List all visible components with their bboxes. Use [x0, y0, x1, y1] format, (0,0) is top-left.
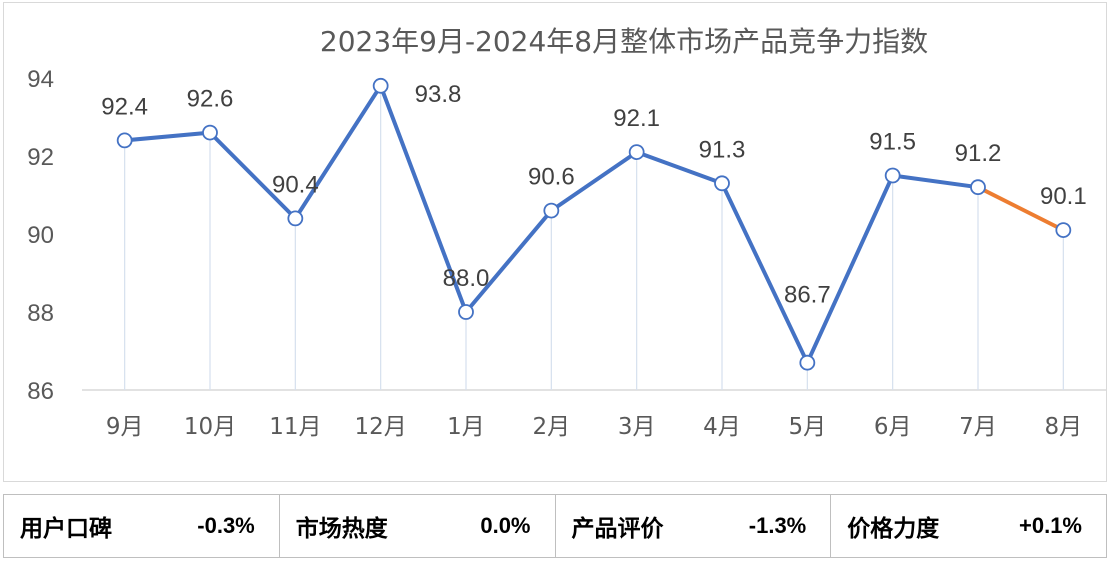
data-point [116, 132, 133, 149]
metric-label: 用户口碑 [20, 516, 112, 542]
metric-product-rating: 产品评价 -1.3% [556, 495, 832, 557]
y-tick-label: 94 [27, 66, 54, 93]
x-tick-label: 5月 [789, 414, 827, 440]
metric-label: 市场热度 [295, 516, 388, 542]
x-tick-label: 1月 [447, 414, 485, 440]
x-tick-label: 7月 [959, 414, 997, 440]
chart-frame: 2023年9月-2024年8月整体市场产品竞争力指数 86 88 90 92 94 92.4… [3, 2, 1107, 482]
data-label: 92.4 [101, 93, 148, 120]
data-point [543, 202, 560, 219]
data-label: 91.2 [955, 140, 1002, 167]
x-tick-label: 8月 [1045, 414, 1083, 440]
x-tick-label: 11月 [269, 414, 321, 440]
chart-title: 2023年9月-2024年8月整体市场产品竞争力指数 [320, 25, 928, 58]
data-label: 91.3 [699, 136, 746, 163]
y-tick-label: 88 [27, 300, 54, 327]
metric-label: 价格力度 [847, 516, 940, 542]
data-label: 86.7 [784, 282, 831, 309]
metric-value: -1.3% [748, 513, 807, 538]
metric-value: +0.1% [1019, 513, 1082, 538]
metric-label: 产品评价 [571, 516, 664, 542]
data-point [372, 77, 389, 94]
x-tick-label: 4月 [703, 414, 741, 440]
data-point [884, 167, 901, 184]
data-point [202, 124, 218, 141]
y-tick-label: 92 [27, 144, 54, 171]
data-point [799, 354, 816, 371]
metric-price-strength: 价格力度 +0.1% [831, 495, 1106, 557]
data-point [714, 175, 730, 192]
data-point [458, 304, 474, 320]
x-tick-label: 10月 [184, 414, 236, 440]
data-label: 91.5 [869, 129, 916, 156]
metric-value: -0.3% [197, 513, 255, 538]
y-tick-label: 86 [27, 378, 54, 405]
metric-value: 0.0% [480, 513, 531, 538]
y-tick-label: 90 [27, 222, 54, 249]
data-label: 88.0 [443, 265, 490, 292]
line-chart: 2023年9月-2024年8月整体市场产品竞争力指数 86 88 90 92 94 92.4… [27, 25, 1106, 440]
data-label: 92.6 [187, 86, 234, 113]
metric-market-heat: 市场热度 0.0% [280, 495, 556, 557]
data-label: 93.8 [415, 81, 462, 108]
data-label: 90.1 [1040, 183, 1087, 210]
data-point [287, 210, 304, 227]
metrics-bar: 用户口碑 -0.3% 市场热度 0.0% 产品评价 -1.3% 价格力度 +0.… [3, 494, 1107, 558]
x-tick-label: 9月 [106, 414, 144, 440]
data-label: 90.6 [528, 164, 575, 191]
x-tick-label: 6月 [874, 414, 912, 440]
data-point [970, 179, 986, 196]
x-tick-label: 12月 [355, 414, 407, 440]
data-label: 92.1 [613, 105, 660, 132]
data-label: 90.4 [272, 171, 319, 198]
x-tick-label: 3月 [618, 414, 656, 440]
x-tick-label: 2月 [533, 414, 571, 440]
data-point [628, 144, 645, 161]
data-point [1055, 222, 1072, 239]
series-line-last-segment [976, 185, 1066, 233]
metric-user-reputation: 用户口碑 -0.3% [4, 495, 280, 557]
